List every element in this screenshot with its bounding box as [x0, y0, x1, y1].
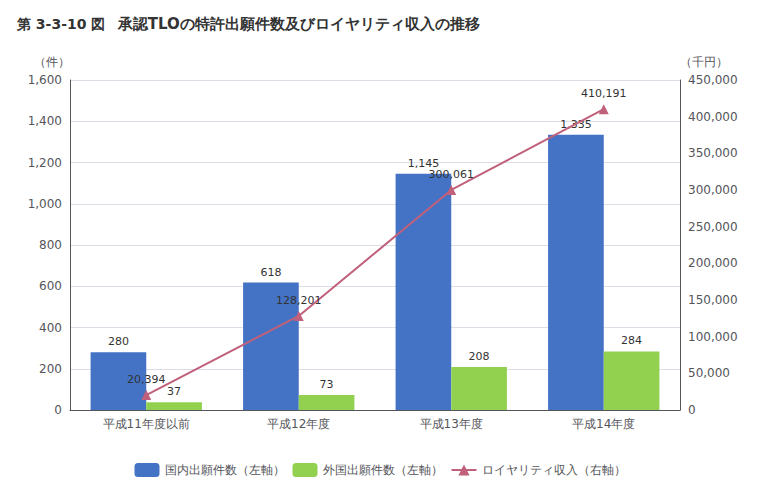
- svg-text:20,394: 20,394: [127, 373, 166, 386]
- svg-text:600: 600: [39, 279, 62, 293]
- svg-text:50,000: 50,000: [688, 366, 730, 380]
- svg-text:250,000: 250,000: [688, 220, 738, 234]
- svg-text:第 3-3-10 図: 第 3-3-10 図: [16, 16, 105, 32]
- svg-text:平成11年度以前: 平成11年度以前: [103, 417, 190, 431]
- svg-text:284: 284: [621, 334, 642, 347]
- svg-text:280: 280: [108, 335, 129, 348]
- svg-text:300,000: 300,000: [688, 183, 738, 197]
- svg-text:400: 400: [39, 321, 62, 335]
- svg-text:200: 200: [39, 362, 62, 376]
- svg-text:平成14年度: 平成14年度: [572, 417, 635, 431]
- svg-text:0: 0: [54, 403, 62, 417]
- svg-text:（件）: （件）: [34, 55, 70, 69]
- svg-text:300,061: 300,061: [429, 168, 475, 181]
- svg-text:150,000: 150,000: [688, 293, 738, 307]
- svg-text:1,400: 1,400: [28, 114, 62, 128]
- svg-text:618: 618: [260, 266, 281, 279]
- svg-text:208: 208: [469, 350, 490, 363]
- svg-text:350,000: 350,000: [688, 146, 738, 160]
- svg-text:410,191: 410,191: [581, 87, 627, 100]
- svg-text:国内出願件数（左軸）: 国内出願件数（左軸）: [165, 463, 285, 477]
- svg-text:1,335: 1,335: [560, 117, 592, 131]
- svg-text:平成12年度: 平成12年度: [267, 417, 330, 431]
- svg-text:0: 0: [688, 403, 696, 417]
- svg-text:37: 37: [167, 385, 181, 398]
- svg-text:128,201: 128,201: [276, 294, 322, 307]
- svg-text:1,000: 1,000: [28, 197, 62, 211]
- svg-text:1,600: 1,600: [28, 73, 62, 87]
- svg-text:外国出願件数（左軸）: 外国出願件数（左軸）: [323, 463, 443, 477]
- svg-text:73: 73: [320, 378, 334, 391]
- svg-text:平成13年度: 平成13年度: [420, 417, 483, 431]
- svg-text:（千円）: （千円）: [680, 55, 728, 69]
- svg-text:800: 800: [39, 238, 62, 252]
- svg-text:200,000: 200,000: [688, 256, 738, 270]
- svg-text:ロイヤリティ収入（右軸）: ロイヤリティ収入（右軸）: [482, 463, 626, 477]
- svg-text:1,145: 1,145: [407, 156, 440, 170]
- svg-text:承認TLOの特許出願件数及びロイヤリティ収入の推移: 承認TLOの特許出願件数及びロイヤリティ収入の推移: [117, 15, 480, 33]
- svg-text:1,200: 1,200: [28, 156, 62, 170]
- svg-text:100,000: 100,000: [688, 330, 738, 344]
- svg-text:400,000: 400,000: [688, 110, 738, 124]
- svg-text:450,000: 450,000: [688, 73, 738, 87]
